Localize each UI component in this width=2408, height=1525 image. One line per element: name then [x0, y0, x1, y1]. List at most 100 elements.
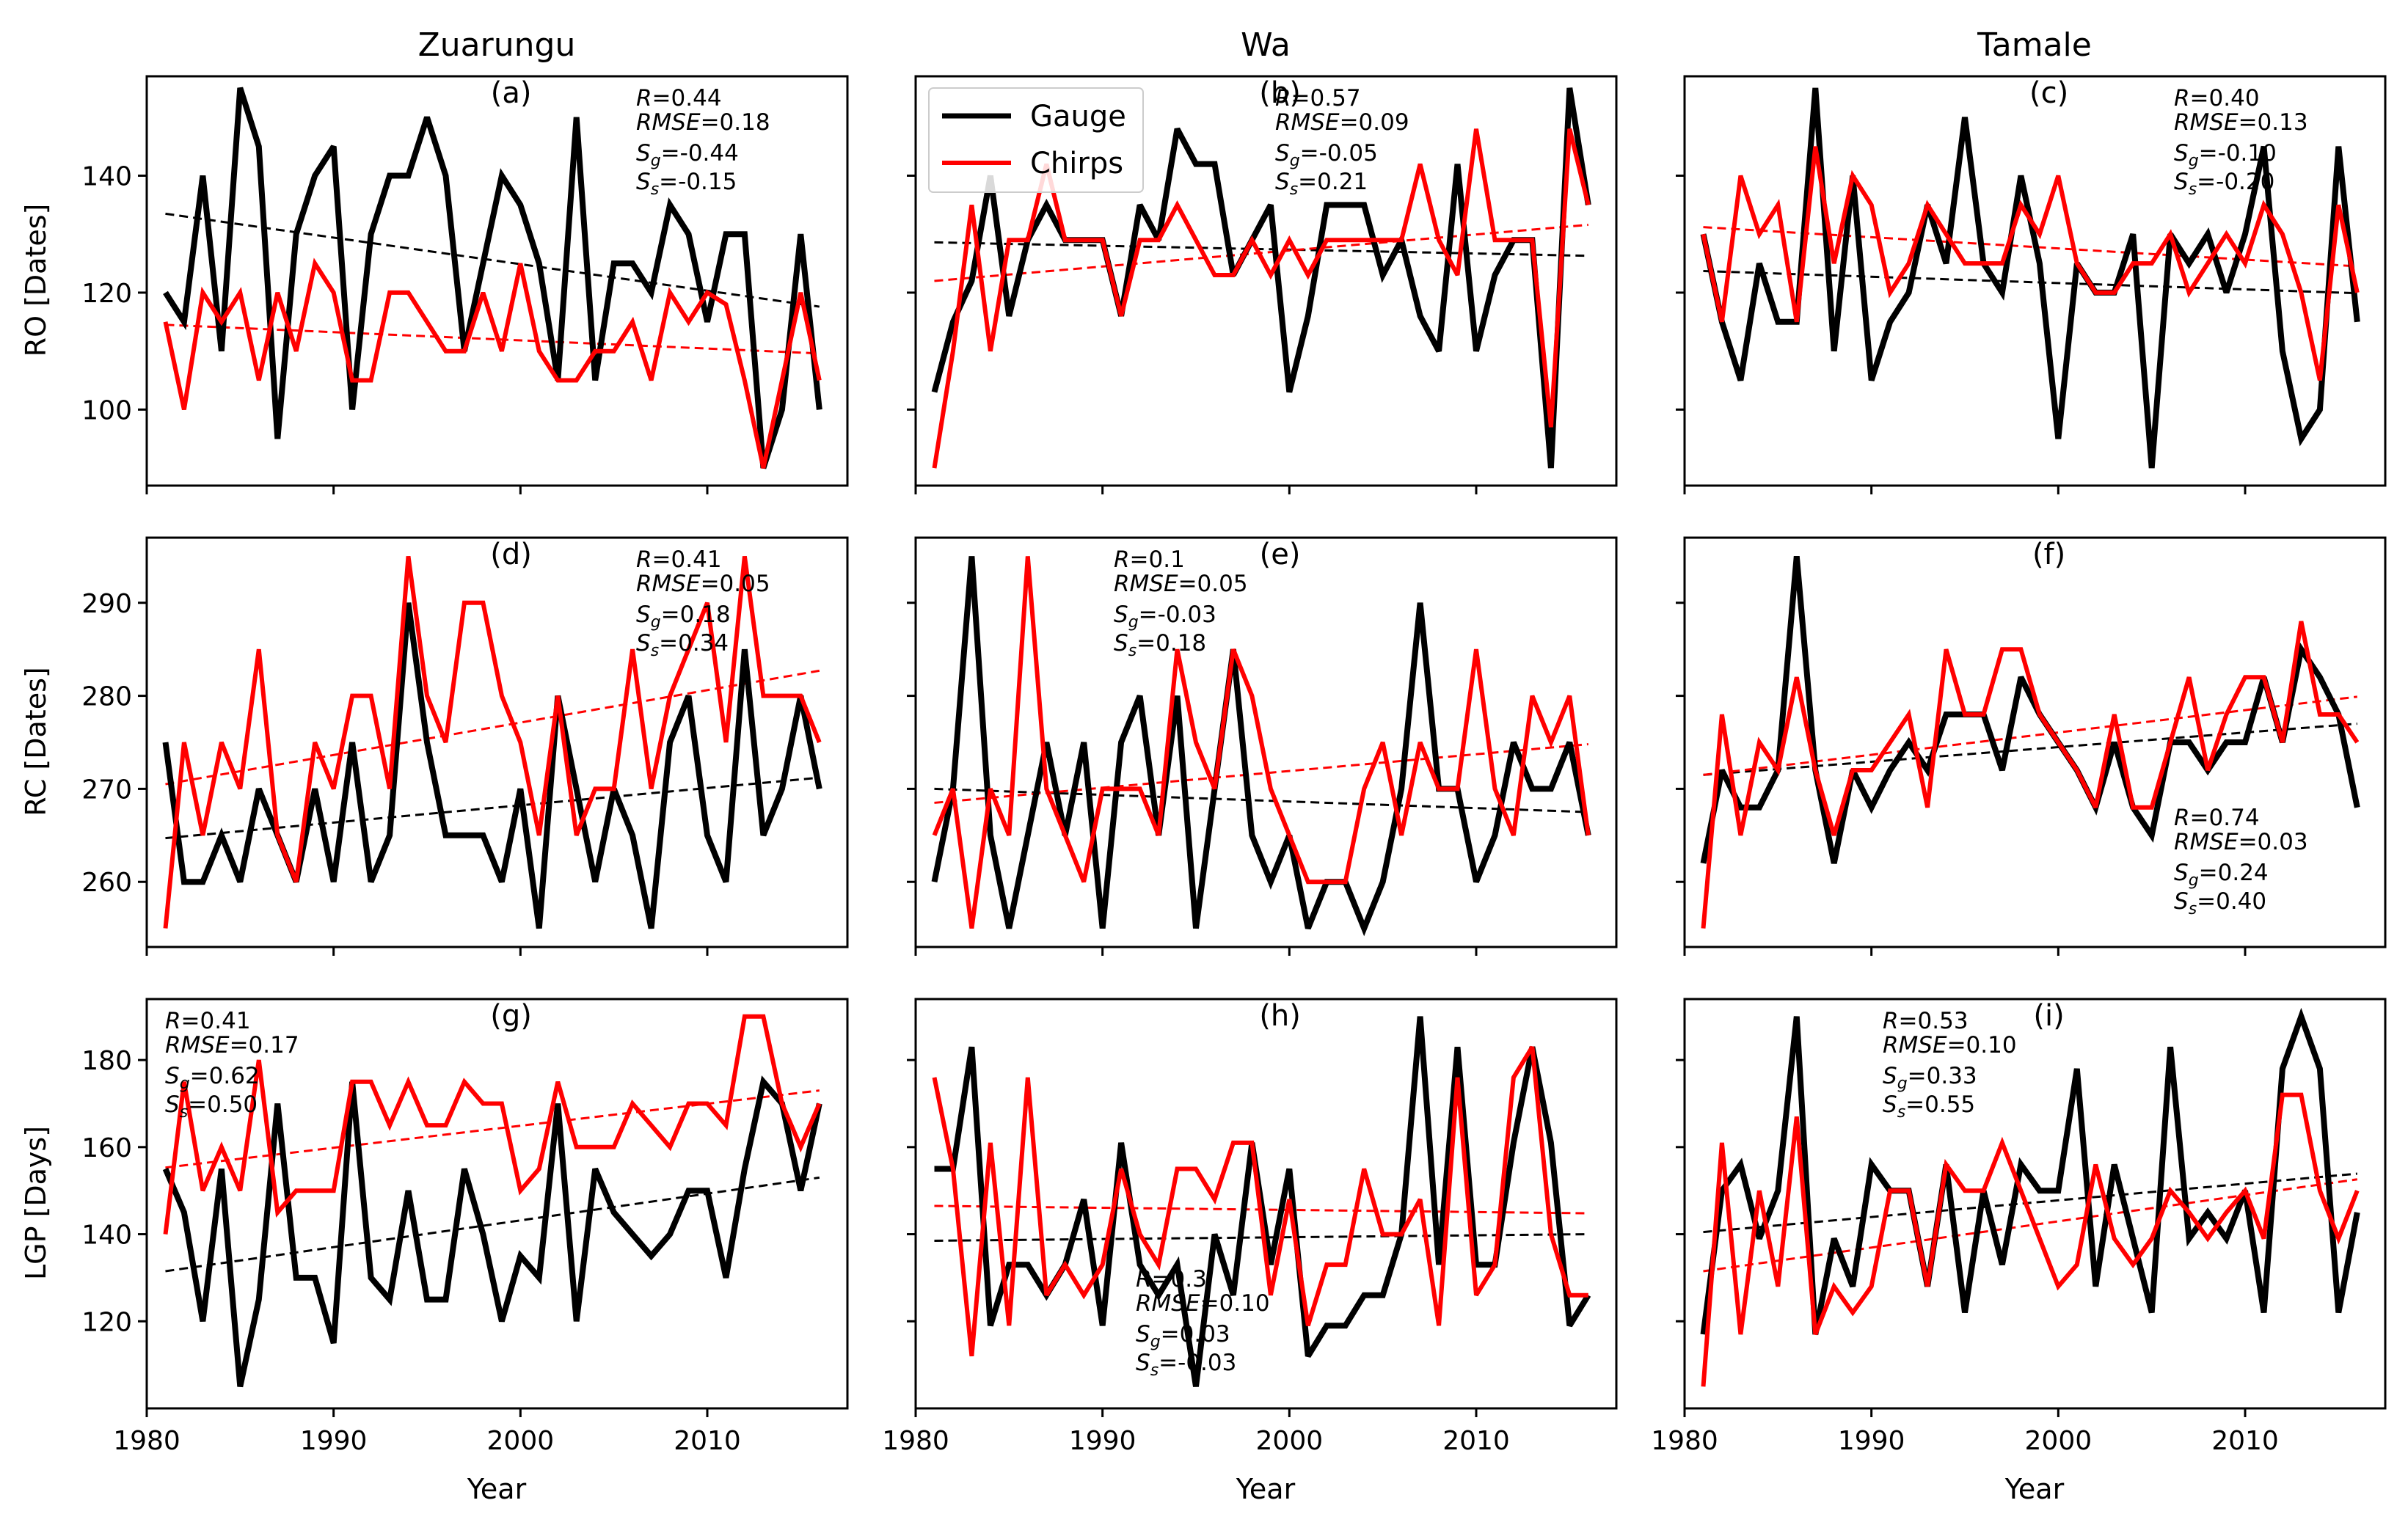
row-labels: RO [Dates] RC [Dates] LGP [Days]	[20, 204, 52, 1280]
gauge-trend-line	[1703, 1172, 2357, 1234]
chirps-series-line	[932, 1045, 1588, 1357]
ylabel-ro: RO [Dates]	[20, 204, 52, 357]
chirps-series-line	[163, 556, 822, 929]
chirps-series-line	[1701, 1092, 2360, 1387]
stat-rmse: RMSE=0.13	[2174, 109, 2308, 136]
gauge-trend-line	[934, 787, 1588, 813]
stat-rmse: RMSE=0.05	[636, 571, 770, 597]
y-tick-label: 180	[81, 1046, 132, 1076]
gauge-series-line	[163, 87, 822, 469]
gauge-series-line	[1700, 556, 2360, 864]
panel-frame	[1683, 75, 2387, 487]
xlabel-col-1: Year	[467, 1473, 527, 1505]
y-tick-label: 120	[81, 1307, 132, 1337]
column-title-wa: Wa	[1241, 26, 1291, 64]
stat-ss: Ss=0.55	[1883, 1091, 1975, 1122]
y-tick-label: 280	[81, 682, 132, 712]
x-tick-label: 1990	[300, 1426, 368, 1456]
x-tick-label: 2000	[1256, 1426, 1324, 1456]
stat-r: R=0.41	[165, 1008, 251, 1034]
stat-rmse: RMSE=0.10	[1883, 1032, 2017, 1058]
panel-g: 120 140 160 180 1980 1990 2000 2010 (g) R=0.41RMS…	[81, 998, 849, 1456]
stat-rmse: RMSE=0.09	[1275, 109, 1409, 136]
stat-sg: Sg=0.33	[1883, 1063, 1977, 1093]
y-tick-label: 160	[81, 1133, 132, 1163]
y-tick-label: 100	[81, 395, 132, 425]
x-tick-label: 2000	[2025, 1426, 2093, 1456]
gauge-series-line	[162, 602, 822, 929]
x-tick-label: 2000	[487, 1426, 555, 1456]
panel-label: (a)	[491, 76, 532, 110]
stat-sg: Sg=-0.05	[1275, 140, 1378, 170]
stat-sg: Sg=0.18	[636, 601, 731, 632]
y-tick-label: 120	[81, 279, 132, 309]
stat-r: R=0.57	[1275, 85, 1361, 111]
x-tick-label: 1990	[1838, 1426, 1905, 1456]
stat-r: R=0.3	[1136, 1266, 1207, 1292]
stat-r: R=0.44	[636, 85, 722, 111]
panel-frame	[914, 998, 1618, 1410]
column-titles: Zuarungu Wa Tamale	[418, 26, 2092, 64]
stat-ss: Ss=0.50	[165, 1091, 258, 1122]
x-tick-label: 2010	[2211, 1426, 2279, 1456]
legend: Gauge Chirps	[928, 87, 1144, 193]
gauge-trend-line	[165, 776, 820, 840]
x-tick-label: 1990	[1069, 1426, 1136, 1456]
gauge-trend-line	[934, 241, 1588, 257]
panel-label: (e)	[1260, 538, 1301, 571]
stat-ss: Ss=-0.03	[1136, 1350, 1236, 1380]
stat-sg: Sg=0.03	[1136, 1321, 1230, 1351]
stat-sg: Sg=-0.10	[2174, 140, 2277, 170]
panel-frame	[914, 75, 1618, 487]
stat-sg: Sg=0.24	[2174, 860, 2269, 890]
panel-label: (d)	[490, 538, 532, 571]
x-tick-label: 2010	[674, 1426, 741, 1456]
stat-sg: Sg=-0.03	[1114, 601, 1216, 632]
stat-ss: Ss=0.34	[636, 630, 729, 660]
panel-label: (h)	[1259, 999, 1301, 1033]
panel-label: (f)	[2032, 538, 2065, 571]
chirps-series-line	[932, 556, 1591, 929]
stat-rmse: RMSE=0.18	[636, 109, 770, 136]
xlabel-col-3: Year	[2004, 1473, 2065, 1505]
x-axis-labels: Year Year Year	[467, 1473, 2065, 1505]
stat-r: R=0.53	[1883, 1008, 1969, 1034]
chirps-series-line	[163, 1014, 822, 1235]
panel-label: (b)	[1259, 76, 1301, 110]
panel-frame	[1683, 998, 2387, 1410]
stat-rmse: RMSE=0.17	[165, 1032, 299, 1058]
y-tick-label: 140	[81, 162, 132, 192]
x-tick-label: 1980	[1651, 1426, 1718, 1456]
panel-label: (c)	[2029, 76, 2068, 110]
stat-rmse: RMSE=0.10	[1136, 1290, 1270, 1317]
stat-rmse: RMSE=0.03	[2174, 829, 2308, 855]
column-title-zuarungu: Zuarungu	[418, 26, 576, 64]
stat-ss: Ss=-0.20	[2174, 169, 2274, 199]
stat-sg: Sg=0.62	[165, 1063, 260, 1093]
y-tick-label: 260	[81, 868, 132, 898]
column-title-tamale: Tamale	[1977, 26, 2092, 64]
gauge-trend-line	[165, 212, 820, 308]
chirps-series-line	[1701, 621, 2360, 929]
panel-frame	[145, 536, 849, 948]
gauge-series-line	[931, 87, 1591, 469]
stat-r: R=0.74	[2174, 805, 2260, 831]
gauge-trend-line	[1703, 723, 2357, 776]
ylabel-lgp: LGP [Days]	[20, 1126, 52, 1280]
stat-r: R=0.40	[2174, 85, 2260, 111]
x-tick-label: 2010	[1442, 1426, 1510, 1456]
x-tick-label: 1980	[882, 1426, 949, 1456]
